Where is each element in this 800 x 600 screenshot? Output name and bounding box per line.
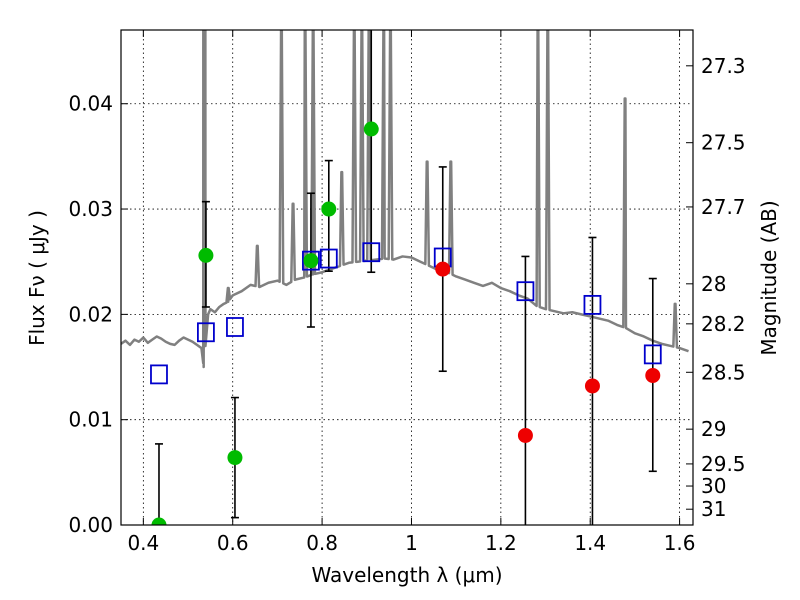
x-tick-label: 0.8: [306, 531, 338, 555]
optical-detection-point: [303, 253, 319, 269]
optical-detection-point: [151, 517, 167, 525]
model-photometry-square: [643, 344, 662, 365]
tick-marks: [121, 30, 693, 526]
magnitude-tick-label: 27.5: [701, 131, 746, 155]
x-tick-label: 0.6: [217, 531, 249, 555]
nir-detection-point: [645, 367, 661, 383]
y-tick-label: 0.00: [68, 513, 113, 537]
model-photometry-square: [362, 242, 381, 263]
nir-detection-point: [435, 261, 451, 277]
magnitude-tick-label: 28.5: [701, 360, 746, 384]
x-tick-label: 1.6: [664, 531, 696, 555]
model-photometry-square: [583, 294, 602, 315]
model-photometry-square: [150, 364, 168, 385]
model-spectrum-line: [121, 30, 689, 369]
observed-points-layer: [151, 121, 661, 525]
magnitude-tick-label: 29: [701, 417, 726, 441]
nir-detection-point: [517, 427, 533, 443]
magnitude-tick-label: 27.7: [701, 195, 746, 219]
magnitude-tick-label: 28: [701, 272, 726, 296]
spectrum-layer: [121, 30, 689, 369]
magnitude-tick-label: 27.3: [701, 54, 746, 78]
model-photometry-square: [197, 322, 215, 343]
optical-detection-point: [227, 450, 243, 466]
grid-lines: [121, 30, 693, 526]
y-axis-title: Flux Fν ( μJy ): [25, 210, 49, 346]
right-axis-title: Magnitude (AB): [757, 200, 781, 355]
optical-detection-point: [363, 121, 379, 137]
tick-labels: 0.4 0.6 0.8 1 1.2 1.4 1.6 0.00 0.01 0.02 0.03 0.04 2…: [68, 54, 745, 555]
model-photometry-square: [319, 248, 338, 269]
errorbars-layer: [154, 30, 657, 525]
nir-detection-point: [584, 378, 600, 394]
optical-detection-point: [198, 247, 214, 263]
y-tick-label: 0.02: [68, 302, 113, 326]
magnitude-tick-label: 31: [701, 497, 726, 521]
model-photometry-square: [302, 250, 320, 271]
optical-detection-point: [321, 201, 337, 217]
magnitude-tick-label: 29.5: [701, 452, 746, 476]
x-tick-label: 1: [405, 531, 418, 555]
x-tick-label: 1.4: [574, 531, 606, 555]
model-photometry-square: [516, 281, 535, 302]
y-tick-label: 0.01: [68, 408, 113, 432]
model-photometry-square: [226, 317, 244, 337]
magnitude-tick-label: 30: [701, 474, 726, 498]
x-tick-label: 1.2: [485, 531, 517, 555]
x-tick-label: 0.4: [127, 531, 159, 555]
y-tick-label: 0.03: [68, 197, 113, 221]
model-photometry-layer: [150, 242, 662, 385]
magnitude-tick-label: 28.2: [701, 312, 746, 336]
y-tick-label: 0.04: [68, 92, 113, 116]
x-axis-title: Wavelength λ (μm): [311, 563, 502, 587]
plot-frame: [120, 29, 694, 526]
